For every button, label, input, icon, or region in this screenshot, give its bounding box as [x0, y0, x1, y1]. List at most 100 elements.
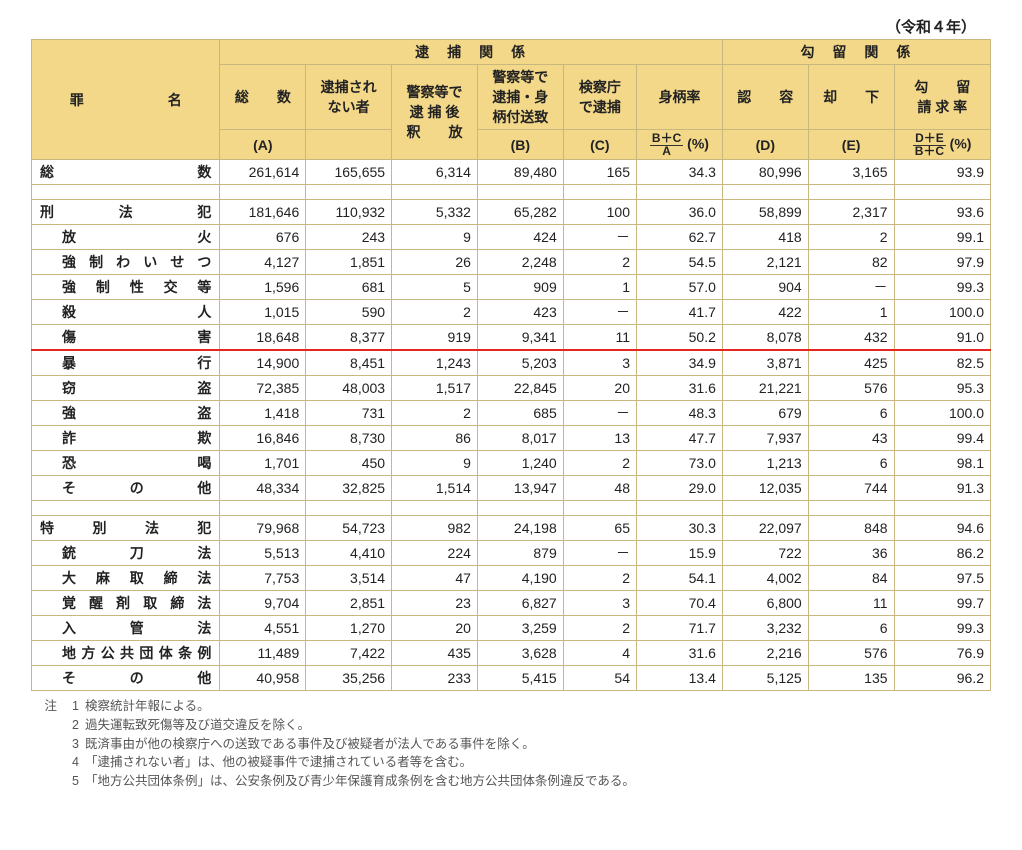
table-row: 特 別 法 犯79,96854,72398224,1986530.322,097… [32, 516, 991, 541]
cell-B: 3,259 [477, 616, 563, 641]
table-row: 詐 欺16,8468,730868,0171347.77,9374399.4 [32, 426, 991, 451]
cell-r1: 70.4 [637, 591, 723, 616]
table-header: 罪 名 逮 捕 関 係 勾 留 関 係 総 数 逮捕され ない者 警察等で 逮 … [32, 40, 991, 160]
cell-rel: 1,514 [392, 476, 478, 501]
cell-E: － [808, 275, 894, 300]
cell-r2: 86.2 [894, 541, 990, 566]
cell-rel: 86 [392, 426, 478, 451]
cell-C: 165 [563, 160, 636, 185]
cell-B: 2,248 [477, 250, 563, 275]
footnotes: 注1検察統計年報による。2過失運転致死傷等及び道交違反を除く。3既済事由が他の検… [31, 697, 991, 791]
row-label: 覚 醒 剤 取 締 法 [32, 591, 220, 616]
row-label: 大 麻 取 締 法 [32, 566, 220, 591]
cell-E: 576 [808, 641, 894, 666]
cell-na: 3,514 [306, 566, 392, 591]
cell-D: 679 [722, 401, 808, 426]
row-label: 窃 盗 [32, 376, 220, 401]
cell-na: 32,825 [306, 476, 392, 501]
cell-r2: 99.3 [894, 616, 990, 641]
cell-r2: 100.0 [894, 401, 990, 426]
cell-A: 676 [220, 225, 306, 250]
cell-E: 2,317 [808, 200, 894, 225]
cell-E: 82 [808, 250, 894, 275]
cell-A: 40,958 [220, 666, 306, 691]
cell-D: 7,937 [722, 426, 808, 451]
cell-r2: 99.7 [894, 591, 990, 616]
header-rate2-sub: D＋EB＋C (%) [894, 130, 990, 160]
cell-D: 722 [722, 541, 808, 566]
table-row: 銃 刀 法5,5134,410224879－15.97223686.2 [32, 541, 991, 566]
table-row: 入 管 法4,5511,270203,259271.73,232699.3 [32, 616, 991, 641]
header-release: 警察等で 逮 捕 後 釈 放 [392, 65, 478, 160]
cell-E: 135 [808, 666, 894, 691]
cell-E: 84 [808, 566, 894, 591]
header-b-sub: (B) [477, 130, 563, 160]
cell-C: 13 [563, 426, 636, 451]
cell-A: 261,614 [220, 160, 306, 185]
cell-A: 7,753 [220, 566, 306, 591]
cell-C: 100 [563, 200, 636, 225]
cell-na: 1,851 [306, 250, 392, 275]
cell-na: 681 [306, 275, 392, 300]
row-label: 殺 人 [32, 300, 220, 325]
cell-E: 3,165 [808, 160, 894, 185]
cell-na: 7,422 [306, 641, 392, 666]
cell-r1: 34.9 [637, 350, 723, 376]
cell-C: － [563, 401, 636, 426]
cell-na: 243 [306, 225, 392, 250]
cell-E: 848 [808, 516, 894, 541]
header-d: 認 容 [722, 65, 808, 130]
cell-r2: 94.6 [894, 516, 990, 541]
cell-A: 4,127 [220, 250, 306, 275]
cell-rel: 2 [392, 300, 478, 325]
cell-D: 422 [722, 300, 808, 325]
cell-rel: 23 [392, 591, 478, 616]
cell-E: 744 [808, 476, 894, 501]
row-label: 暴 行 [32, 350, 220, 376]
header-rowname: 罪 名 [32, 40, 220, 160]
row-label: 銃 刀 法 [32, 541, 220, 566]
cell-E: 2 [808, 225, 894, 250]
header-group-detain: 勾 留 関 係 [722, 40, 990, 65]
table-row: 傷 害18,6488,3779199,3411150.28,07843291.0 [32, 325, 991, 351]
cell-B: 13,947 [477, 476, 563, 501]
cell-E: 576 [808, 376, 894, 401]
header-e-sub: (E) [808, 130, 894, 160]
cell-A: 72,385 [220, 376, 306, 401]
cell-na: 8,730 [306, 426, 392, 451]
cell-na: 2,851 [306, 591, 392, 616]
cell-r2: 82.5 [894, 350, 990, 376]
row-label: 地方公共団体条例 [32, 641, 220, 666]
cell-r2: 99.1 [894, 225, 990, 250]
cell-B: 3,628 [477, 641, 563, 666]
cell-rel: 26 [392, 250, 478, 275]
header-a: 総 数 [220, 65, 306, 130]
cell-r2: 91.0 [894, 325, 990, 351]
cell-r1: 29.0 [637, 476, 723, 501]
cell-rel: 1,517 [392, 376, 478, 401]
cell-E: 6 [808, 451, 894, 476]
cell-r1: 15.9 [637, 541, 723, 566]
cell-r1: 54.5 [637, 250, 723, 275]
table-row: 強 盗1,4187312685－48.36796100.0 [32, 401, 991, 426]
table-row: 総 数261,614165,6556,31489,48016534.380,99… [32, 160, 991, 185]
cell-r2: 97.9 [894, 250, 990, 275]
cell-D: 3,871 [722, 350, 808, 376]
cell-rel: 9 [392, 451, 478, 476]
cell-A: 1,015 [220, 300, 306, 325]
cell-C: 3 [563, 350, 636, 376]
cell-C: 2 [563, 451, 636, 476]
table-row: 地方公共団体条例11,4897,4224353,628431.62,216576… [32, 641, 991, 666]
cell-E: 6 [808, 401, 894, 426]
header-not-arrested: 逮捕され ない者 [306, 65, 392, 130]
footnote: 注1検察統計年報による。 [31, 697, 991, 716]
cell-B: 423 [477, 300, 563, 325]
cell-B: 909 [477, 275, 563, 300]
cell-C: 11 [563, 325, 636, 351]
cell-C: 2 [563, 566, 636, 591]
cell-rel: 9 [392, 225, 478, 250]
table-row: 覚 醒 剤 取 締 法9,7042,851236,827370.46,80011… [32, 591, 991, 616]
year-label: （令和４年） [16, 16, 1006, 37]
cell-C: 2 [563, 250, 636, 275]
cell-rel: 1,243 [392, 350, 478, 376]
